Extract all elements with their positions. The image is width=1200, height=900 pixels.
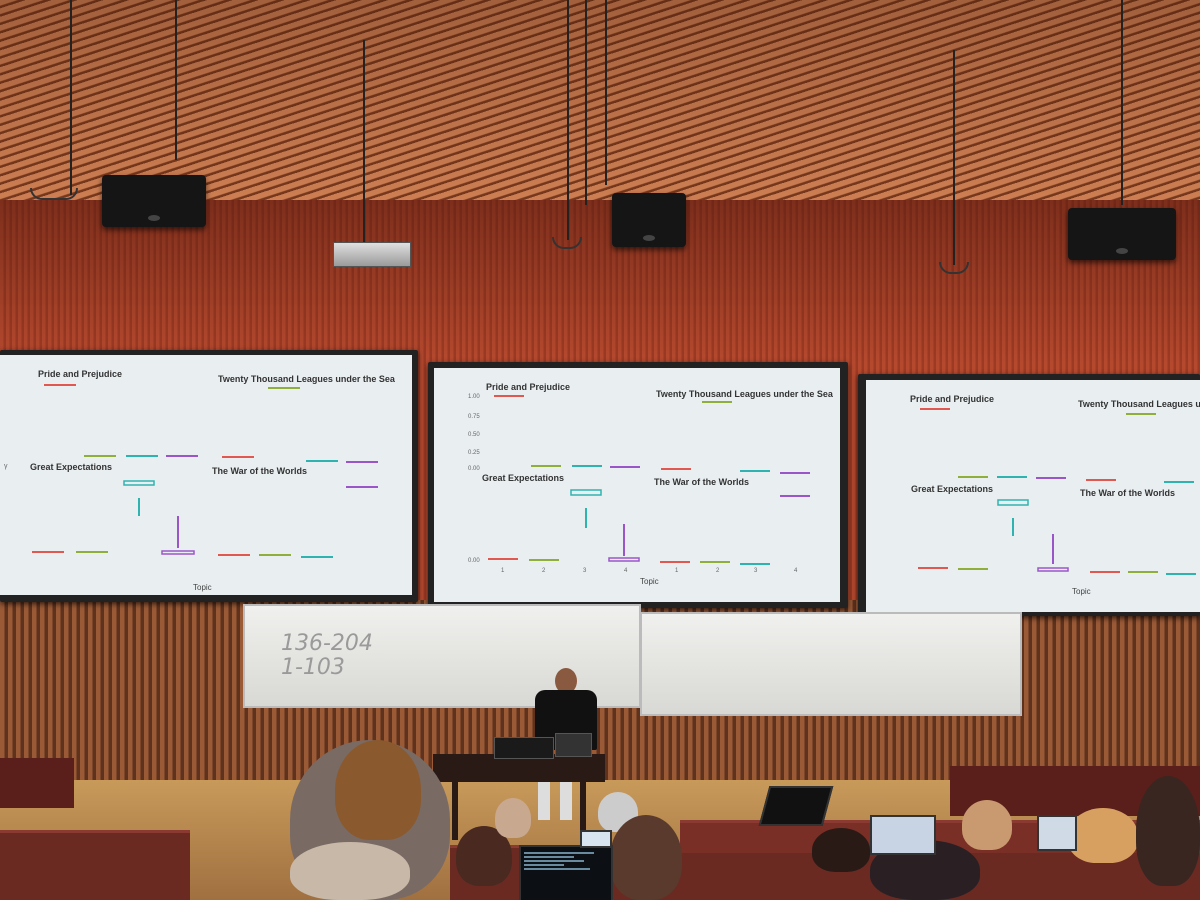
audience-laptop <box>580 830 612 848</box>
slide-plot-center: Pride and Prejudice Twenty Thousand Leag… <box>434 368 840 602</box>
svg-text:1.00: 1.00 <box>468 394 480 400</box>
box-topic4 <box>1037 567 1069 572</box>
audience-member <box>610 815 682 900</box>
whiteboard-writing: 136-204 1-103 <box>281 631 373 680</box>
box-topic3 <box>997 499 1029 506</box>
audience-laptop <box>1037 815 1077 851</box>
x-axis-label: Topic <box>193 583 212 592</box>
y-tick-labels: 1.00 0.75 0.50 0.25 0.00 0.00 <box>468 394 480 564</box>
stage-monitor <box>758 786 834 826</box>
svg-text:0.75: 0.75 <box>468 414 480 420</box>
plot-marks <box>488 395 810 565</box>
box-topic4 <box>161 550 195 555</box>
box-topic4 <box>608 557 640 562</box>
facet-title: The War of the Worlds <box>212 466 307 476</box>
plot-marks <box>918 408 1196 575</box>
svg-text:2: 2 <box>716 568 720 574</box>
svg-text:0.25: 0.25 <box>468 450 480 456</box>
svg-text:1: 1 <box>675 568 679 574</box>
audience-member <box>1136 776 1200 886</box>
audience-member <box>812 828 870 872</box>
svg-text:0.00: 0.00 <box>468 466 480 472</box>
box-topic3 <box>123 480 155 486</box>
audience-member <box>495 798 531 838</box>
facet-title: Great Expectations <box>911 484 993 494</box>
facet-title: Great Expectations <box>30 462 112 472</box>
plot-marks <box>32 384 378 558</box>
laptop <box>555 733 592 757</box>
x-tick-labels: 1 2 3 4 1 2 3 4 <box>501 568 798 574</box>
facet-title: Twenty Thousand Leagues under the Sea <box>656 389 834 399</box>
svg-text:3: 3 <box>583 568 587 574</box>
audience-member-hair <box>335 740 421 840</box>
box-topic3 <box>570 489 602 496</box>
svg-text:4: 4 <box>624 568 628 574</box>
slide-plot-left: Pride and Prejudice Twenty Thousand Leag… <box>0 355 412 595</box>
audience-member <box>1068 808 1138 863</box>
ceiling-lamp <box>333 242 411 267</box>
audience-member <box>962 800 1012 850</box>
facet-title: The War of the Worlds <box>1080 488 1175 498</box>
facet-title: Twenty Thousand Leagues under the Sea <box>1078 399 1200 409</box>
seat-row <box>0 830 190 900</box>
laptop <box>494 737 554 759</box>
facet-title: Pride and Prejudice <box>910 394 994 404</box>
facet-title: Twenty Thousand Leagues under the Sea <box>218 374 396 384</box>
facet-title: Pride and Prejudice <box>38 369 122 379</box>
facet-title: The War of the Worlds <box>654 477 749 487</box>
svg-text:0.00: 0.00 <box>468 558 480 564</box>
projector-center <box>612 193 686 247</box>
presenter-head <box>555 668 577 694</box>
svg-text:4: 4 <box>794 568 798 574</box>
whiteboard-right <box>640 612 1022 716</box>
projection-screen-center: Pride and Prejudice Twenty Thousand Leag… <box>428 362 848 608</box>
hanging-hook <box>30 188 78 200</box>
projector-right <box>1068 208 1176 260</box>
projection-screen-left: Pride and Prejudice Twenty Thousand Leag… <box>0 350 418 602</box>
svg-text:3: 3 <box>754 568 758 574</box>
audience-laptop <box>870 815 936 855</box>
side-table <box>0 758 74 808</box>
facet-title: Great Expectations <box>482 473 564 483</box>
slide-plot-right: Pride and Prejudice Twenty Thousand Leag… <box>866 380 1200 612</box>
y-axis-label: γ <box>4 463 8 470</box>
facet-title: Pride and Prejudice <box>486 382 570 392</box>
svg-text:0.50: 0.50 <box>468 432 480 438</box>
projector-left <box>102 175 206 227</box>
audience-member <box>290 842 410 900</box>
x-axis-label: Topic <box>1072 587 1091 596</box>
svg-text:2: 2 <box>542 568 546 574</box>
svg-text:1: 1 <box>501 568 505 574</box>
x-axis-label: Topic <box>640 577 659 586</box>
projection-screen-right: Pride and Prejudice Twenty Thousand Leag… <box>858 374 1200 616</box>
audience-laptop-terminal <box>519 845 613 900</box>
